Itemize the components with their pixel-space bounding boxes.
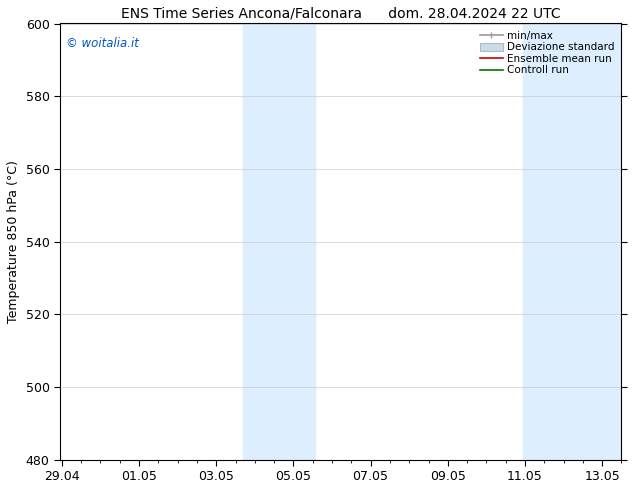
Title: ENS Time Series Ancona/Falconara      dom. 28.04.2024 22 UTC: ENS Time Series Ancona/Falconara dom. 28… bbox=[121, 7, 560, 21]
Bar bbox=[523, 24, 621, 460]
Legend: min/max, Deviazione standard, Ensemble mean run, Controll run: min/max, Deviazione standard, Ensemble m… bbox=[477, 29, 616, 77]
Bar bbox=[243, 24, 314, 460]
Y-axis label: Temperature 850 hPa (°C): Temperature 850 hPa (°C) bbox=[7, 160, 20, 323]
Text: © woitalia.it: © woitalia.it bbox=[65, 37, 138, 49]
